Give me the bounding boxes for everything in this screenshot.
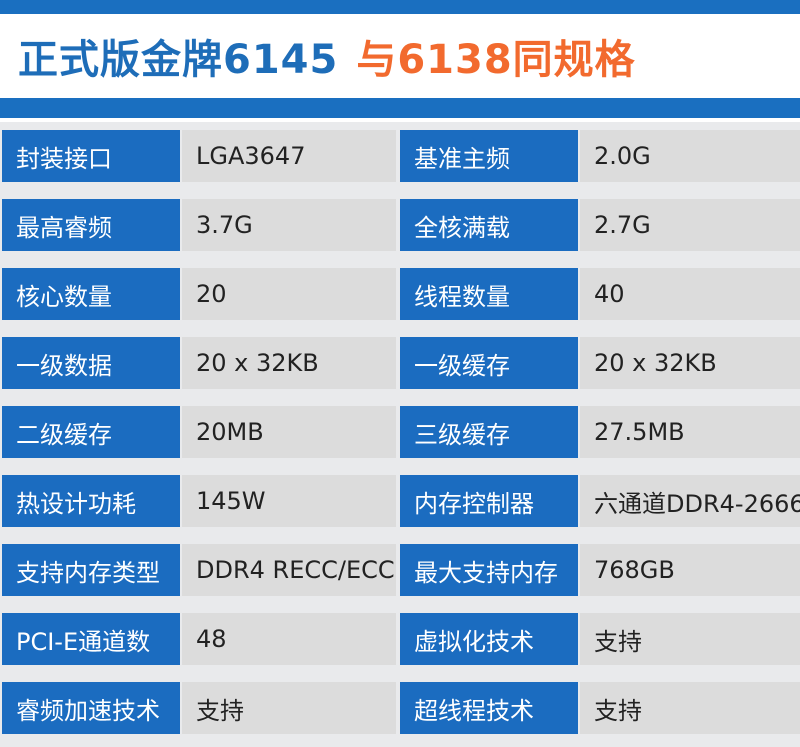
spec-value: 2.7G [580,199,800,251]
spec-row: 最高睿频 3.7G 全核满载 2.7G [0,199,800,251]
spec-label: 线程数量 [400,268,578,320]
spec-label: 一级缓存 [400,337,578,389]
spec-value: 支持 [580,682,800,734]
top-stripe [0,0,800,14]
spec-row: 热设计功耗 145W 内存控制器 六通道DDR4-2666 [0,475,800,527]
spec-value: 145W [182,475,396,527]
spec-row: 一级数据 20 x 32KB 一级缓存 20 x 32KB [0,337,800,389]
spec-value: 40 [580,268,800,320]
spec-value: 3.7G [182,199,396,251]
spec-value: 48 [182,613,396,665]
spec-row: 支持内存类型 DDR4 RECC/ECC 最大支持内存 768GB [0,544,800,596]
spec-row: 核心数量 20 线程数量 40 [0,268,800,320]
spec-label: 核心数量 [2,268,180,320]
spec-value: 支持 [182,682,396,734]
spec-value: 六通道DDR4-2666 [580,475,800,527]
spec-label: 睿频加速技术 [2,682,180,734]
spec-value: 20 x 32KB [580,337,800,389]
spec-value: 支持 [580,613,800,665]
spec-value: DDR4 RECC/ECC [182,544,396,596]
spec-label: 虚拟化技术 [400,613,578,665]
spec-value: 2.0G [580,130,800,182]
spec-label: 一级数据 [2,337,180,389]
spec-label: 三级缓存 [400,406,578,458]
spec-row: 睿频加速技术 支持 超线程技术 支持 [0,682,800,734]
spec-value: LGA3647 [182,130,396,182]
spec-label: 最大支持内存 [400,544,578,596]
spec-value: 20 x 32KB [182,337,396,389]
title-accent: 与6138同规格 [356,37,636,83]
header-divider [0,98,800,118]
spec-row: 封装接口 LGA3647 基准主频 2.0G [0,130,800,182]
spec-label: 封装接口 [2,130,180,182]
spec-value: 768GB [580,544,800,596]
title-main: 正式版金牌6145 [18,37,339,83]
spec-label: 内存控制器 [400,475,578,527]
spec-value: 20MB [182,406,396,458]
spec-value: 27.5MB [580,406,800,458]
spec-label: 超线程技术 [400,682,578,734]
page-title: 正式版金牌6145 与6138同规格 [18,27,636,85]
spec-label: 支持内存类型 [2,544,180,596]
spec-row: PCI-E通道数 48 虚拟化技术 支持 [0,613,800,665]
spec-row: 二级缓存 20MB 三级缓存 27.5MB [0,406,800,458]
header-banner: 正式版金牌6145 与6138同规格 [0,14,800,98]
spec-label: PCI-E通道数 [2,613,180,665]
spec-label: 最高睿频 [2,199,180,251]
spec-label: 全核满载 [400,199,578,251]
spec-label: 二级缓存 [2,406,180,458]
header-divider-gap [0,118,800,122]
spec-label: 基准主频 [400,130,578,182]
spec-label: 热设计功耗 [2,475,180,527]
spec-value: 20 [182,268,396,320]
